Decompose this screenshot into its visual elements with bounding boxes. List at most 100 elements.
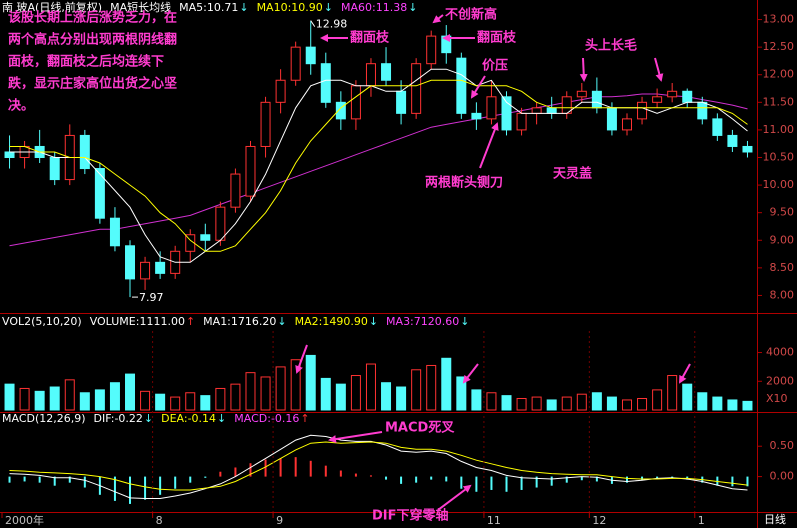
candle-body (79, 134, 90, 170)
annotation: MACD死叉 (385, 421, 455, 436)
volume-bar (561, 396, 572, 411)
macd-bar (23, 476, 26, 482)
candle-body (290, 46, 301, 81)
macd-bar (671, 476, 674, 478)
macd-bar (641, 476, 644, 481)
volume-bar (335, 383, 346, 411)
candle-body (49, 157, 60, 181)
macd-bar (83, 476, 86, 488)
volume-bar (667, 375, 678, 411)
volume-bar (64, 379, 75, 411)
y-tick-label: 12.50 (763, 40, 795, 53)
macd-bar (174, 476, 177, 489)
macd-bar (731, 476, 734, 487)
header-text: ↑ (300, 412, 309, 425)
header-text: VOLUME:1111.00 (90, 315, 185, 328)
volume-bar (697, 392, 708, 411)
arrow (679, 363, 691, 384)
candle-body (245, 145, 256, 197)
candle-body (260, 101, 271, 147)
candle-body (4, 151, 15, 159)
candle-body (667, 90, 678, 98)
volume-bar (185, 392, 196, 411)
candle-body (697, 101, 708, 120)
macd-bar (38, 476, 41, 483)
candle-body (155, 261, 166, 274)
volume-bar (245, 372, 256, 411)
series-line (9, 93, 748, 247)
x-tick-label: 9 (276, 514, 283, 527)
candle-body (381, 63, 392, 81)
y-tick-label: 13.00 (763, 13, 795, 26)
volume-bar (516, 398, 527, 411)
candle-body (637, 101, 648, 120)
volume-bar (426, 364, 437, 411)
volume-bar (4, 383, 15, 411)
y-tick-label: 11.00 (763, 123, 795, 136)
macd-bar (219, 471, 222, 477)
volume-bar (742, 400, 753, 411)
volume-bar (109, 382, 120, 411)
candle-body (411, 63, 422, 114)
header-text: VOL2(5,10,20) (2, 315, 82, 328)
macd-bar (520, 476, 523, 490)
header-text: MA10:10.90 (257, 1, 323, 14)
y-tick-label: 0.50 (770, 439, 795, 452)
candle-body (531, 107, 542, 114)
volume-bar (381, 382, 392, 411)
low-label: 7.97 (139, 291, 164, 304)
header-text: ↓ (144, 412, 153, 425)
volume-bar (79, 392, 90, 411)
macd-bar (189, 476, 192, 483)
note-text: 两个高点分别出现两根阴线翻 (8, 32, 177, 48)
candle-body (125, 245, 136, 280)
macd-bar (656, 476, 659, 480)
candle-body (606, 107, 617, 131)
header-text: MA5:10.71 (179, 1, 238, 14)
arrow (328, 431, 383, 444)
arrow (437, 484, 472, 511)
candle-body (742, 145, 753, 153)
arrow (295, 344, 308, 374)
candle-body (501, 96, 512, 131)
y-tick-label: 8.50 (770, 261, 795, 274)
macd-bar (129, 476, 132, 504)
macd-bar (369, 475, 372, 477)
candle-body (275, 79, 286, 103)
volume-bar (215, 387, 226, 411)
header-text: MA2:1490.90 (295, 315, 368, 328)
header-text: MA3:7120.60 (386, 315, 459, 328)
y-tick-label: 2000 (766, 374, 794, 387)
candle-body (230, 173, 241, 208)
header-text: ↓ (324, 1, 333, 14)
volume-bar (34, 390, 45, 411)
header-text: DIF:-0.22 (94, 412, 143, 425)
candle-body (621, 118, 632, 131)
volume-bar (652, 389, 663, 411)
macd-bar (264, 459, 267, 477)
macd-bar (746, 476, 749, 487)
volume-bar (546, 399, 557, 411)
macd-bar (430, 476, 433, 480)
macd-bar (324, 465, 327, 477)
header-text: MA1:1716.20 (203, 315, 276, 328)
x-end-label: 日线 (764, 512, 786, 526)
y-tick-label: 8.00 (770, 288, 795, 301)
candle-body (365, 63, 376, 87)
volume-bar (350, 375, 361, 411)
macd-bar (339, 470, 342, 477)
annotation: 头上长毛 (585, 38, 637, 54)
volume-bar (621, 399, 632, 411)
volume-bar (230, 383, 241, 411)
annotation: 翻面枝 (350, 30, 390, 46)
y-tick-label: 10.00 (763, 178, 795, 191)
volume-bar (320, 377, 331, 411)
macd-bar (8, 476, 11, 483)
header-text: ↓ (460, 315, 469, 328)
arrow (479, 122, 499, 169)
y-tick-label: 9.00 (770, 233, 795, 246)
x-tick-label: 12 (592, 514, 606, 527)
x-tick-label: 1 (698, 514, 705, 527)
header-text: MACD:-0.16 (234, 412, 299, 425)
